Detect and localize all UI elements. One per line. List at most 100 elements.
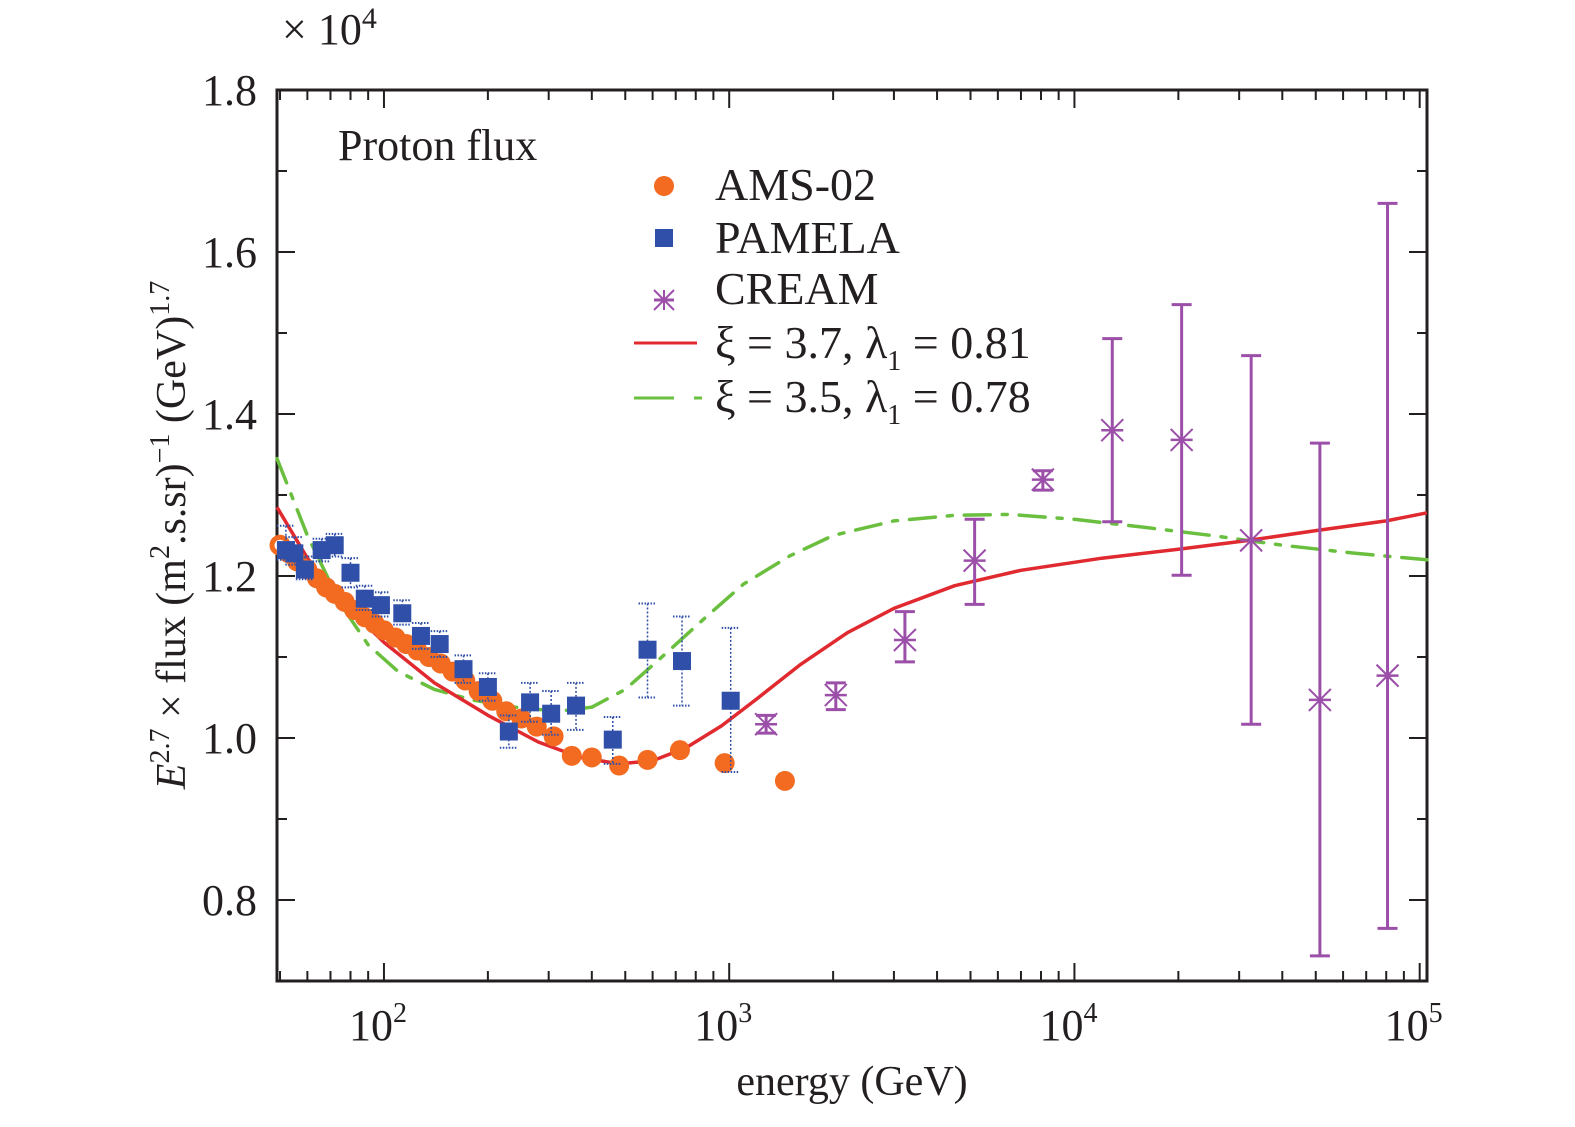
pamela-marker [499, 722, 518, 741]
ylabel-prefix: E [149, 764, 195, 791]
cream-point [1100, 337, 1124, 524]
pamela-marker [673, 652, 692, 671]
pamela-point [721, 626, 740, 774]
y-tick-label: 1.0 [202, 714, 257, 763]
pamela-marker [430, 635, 449, 654]
ams02-point [526, 716, 547, 737]
y-tick-label: 1.6 [202, 228, 257, 277]
model-line-red [275, 506, 1428, 766]
pamela-marker [454, 660, 473, 679]
pamela-marker [325, 536, 344, 555]
pamela-marker [411, 626, 430, 645]
cream-point [893, 610, 917, 664]
legend-marker-ams02 [654, 176, 674, 196]
x-tick-label: 105 [1385, 998, 1443, 1050]
legend-green-post: = 0.78 [901, 371, 1030, 422]
x-tick-exponent: 2 [393, 998, 407, 1029]
ylabel-prefix-sup: 2.7 [145, 729, 176, 764]
pamela-marker [638, 640, 657, 659]
model-lines [275, 456, 1429, 766]
ams02-point [637, 749, 658, 770]
pamela-point [638, 602, 657, 699]
legend-red-sub: 1 [887, 346, 901, 377]
pamela-point [393, 599, 412, 626]
pamela-point [325, 532, 344, 558]
cream-point [1375, 201, 1400, 930]
x-tick-exponent: 3 [738, 998, 752, 1029]
y-tick-label: 1.2 [202, 552, 257, 601]
ams02-point [561, 745, 582, 766]
multiplier-exponent: 4 [362, 2, 377, 35]
y-axis-title: E2.7 × flux (m2.s.sr)−1 (GeV)1.7 [145, 281, 195, 790]
cream-point [1031, 467, 1055, 492]
y-tick-label: 1.4 [202, 390, 257, 439]
ams02-point [581, 747, 602, 768]
cream-point [1239, 354, 1263, 726]
x-tick-label: 102 [349, 998, 407, 1050]
ams02-point [609, 755, 630, 776]
pamela-marker [478, 677, 497, 696]
pamela-marker [567, 696, 586, 715]
ylabel-m-sup: 2 [145, 545, 176, 559]
pamela-marker [285, 544, 304, 563]
legend-red-post: = 0.81 [901, 317, 1030, 368]
legend-marker-cream [653, 289, 675, 311]
ams02-point [774, 770, 795, 791]
pamela-point [478, 672, 497, 702]
x-tick-base: 10 [1039, 1001, 1083, 1050]
pamela-point [454, 654, 473, 684]
legend-label-cream: CREAM [715, 263, 879, 314]
pamela-point [371, 591, 390, 618]
x-tick-exponent: 5 [1429, 998, 1443, 1029]
legend-label-ams02: AMS-02 [715, 159, 876, 210]
pamela-point [355, 584, 374, 612]
series-layer [269, 201, 1429, 958]
x-tick-base: 10 [1385, 1001, 1429, 1050]
pamela-point [521, 681, 540, 723]
legend-label-pamela: PAMELA [715, 212, 900, 263]
ylabel-tail-sup: 1.7 [145, 281, 176, 316]
x-tick-label: 103 [694, 998, 752, 1050]
pamela-marker [355, 589, 374, 608]
x-tick-label: 104 [1039, 998, 1097, 1050]
pamela-marker [721, 691, 740, 710]
model-line-green-dashdot [275, 456, 1429, 714]
pamela-marker [542, 704, 561, 723]
pamela-point [567, 681, 586, 731]
legend-green-pre: ξ = 3.5, λ [715, 371, 888, 422]
pamela-point [542, 690, 561, 736]
y-tick-label: 1.8 [202, 66, 257, 115]
y-tick-label: 0.8 [202, 876, 257, 925]
pamela-point [295, 555, 314, 581]
multiplier-base: × 10 [282, 5, 362, 54]
legend-red-pre: ξ = 3.7, λ [715, 317, 888, 368]
ylabel-rest-sup: −1 [145, 434, 176, 464]
cream-point [962, 517, 987, 606]
legend-label-model-red: ξ = 3.7, λ1 = 0.81 [715, 317, 1031, 377]
data-points [269, 201, 1400, 958]
pamela-marker [341, 563, 360, 582]
pamela-marker [603, 730, 622, 749]
ams02-point [714, 753, 735, 774]
pamela-marker [371, 596, 390, 615]
pamela-marker [393, 604, 412, 623]
legend-label-model-green: ξ = 3.5, λ1 = 0.78 [715, 371, 1031, 431]
pamela-point [341, 557, 360, 589]
pamela-point [430, 630, 449, 658]
y-multiplier-label: × 104 [282, 2, 377, 54]
axis-ticks [277, 89, 1427, 981]
cream-point [1169, 303, 1194, 577]
ams02-point [543, 726, 564, 747]
pamela-point [673, 615, 692, 707]
legend: AMS-02 PAMELA CREAM ξ = 3.7, λ1 = 0.81 ξ… [634, 159, 1031, 431]
cream-point [754, 712, 778, 736]
annotation-proton-flux: Proton flux [338, 121, 537, 170]
pamela-point [603, 715, 622, 765]
legend-marker-pamela [655, 229, 673, 247]
cream-point [1308, 441, 1332, 958]
x-axis-title: energy (GeV) [736, 1059, 967, 1105]
cream-point [824, 681, 848, 712]
ylabel-rest: .s.sr) [149, 463, 195, 545]
